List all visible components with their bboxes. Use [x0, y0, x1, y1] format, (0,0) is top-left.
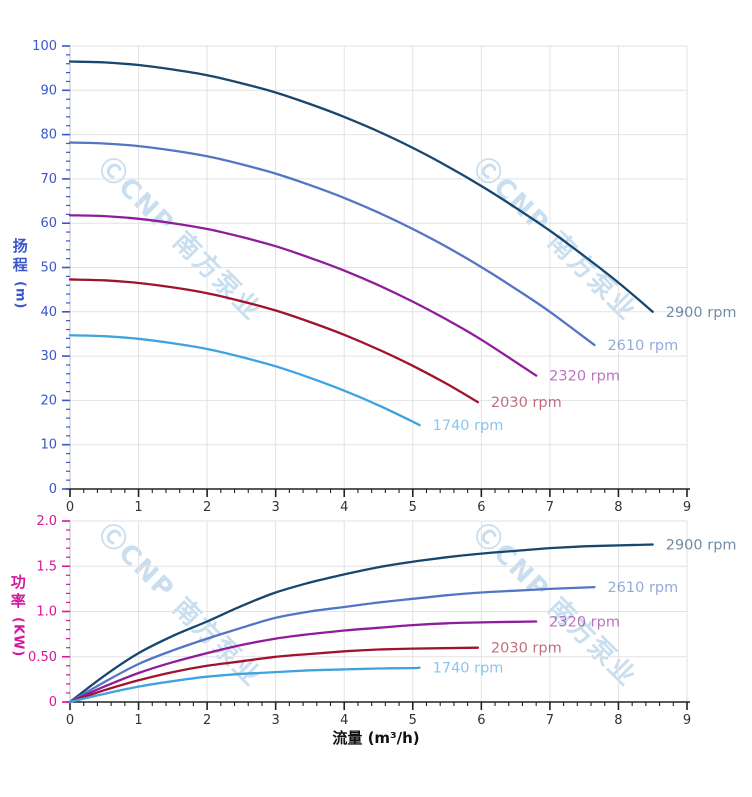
head-curve-2030rpm [68, 278, 480, 404]
x-tick-label: 6 [477, 500, 485, 515]
x-tick-label: 1 [134, 500, 142, 515]
curve-label-1740rpm: 1740 rpm [433, 418, 504, 434]
head-curve-2610rpm [68, 141, 596, 347]
power-curve-1740rpm [68, 666, 421, 704]
power-axis-title: 功率 (KW) [8, 574, 27, 657]
y-axis-ticks: 0 10 20 30 40 50 60 70 80 90 100 [32, 39, 70, 497]
power-axis-title-unit: (KW) [10, 617, 26, 658]
curve-label-2610rpm: 2610 rpm [607, 338, 678, 354]
x-tick-label: 5 [409, 713, 417, 728]
curve-label-2030rpm: 2030 rpm [491, 641, 562, 657]
y-tick-label: 50 [40, 261, 57, 276]
power-axis-title-cjk: 功率 [8, 574, 27, 612]
head-axis-title: 扬程 (m) [10, 238, 29, 309]
power-chart: 0 0.50 1.0 1.5 2.0 0 1 2 3 4 5 6 7 8 9 2900 rpm 2610 rpm… [28, 514, 736, 728]
power-curve-2320rpm [68, 620, 538, 704]
head-axis-title-cjk: 扬程 [10, 238, 29, 276]
y-tick-label: 40 [40, 305, 57, 320]
x-tick-label: 7 [546, 713, 554, 728]
x-tick-label: 3 [272, 713, 280, 728]
gridlines [69, 45, 688, 490]
x-tick-label: 5 [409, 500, 417, 515]
head-curve-1740rpm [68, 334, 421, 427]
y-tick-label: 80 [40, 128, 57, 143]
y-tick-label: 1.0 [36, 605, 57, 620]
x-tick-label: 2 [203, 713, 211, 728]
curve-label-2320rpm: 2320 rpm [549, 369, 620, 385]
curve-label-2030rpm: 2030 rpm [491, 395, 562, 411]
x-tick-label: 4 [340, 713, 348, 728]
curve-label-2900rpm: 2900 rpm [666, 538, 737, 554]
power-curve-2610rpm [68, 585, 596, 704]
flow-axis-title: 流量 (m³/h) [332, 729, 420, 747]
y-axis-ticks: 0 0.50 1.0 1.5 2.0 [28, 514, 70, 710]
y-tick-label: 0.50 [28, 650, 57, 665]
y-tick-label: 0 [49, 695, 57, 710]
power-curve-2900rpm [68, 543, 654, 704]
y-tick-label: 30 [40, 349, 57, 364]
curve-label-2900rpm: 2900 rpm [666, 305, 737, 321]
x-tick-label: 9 [683, 500, 691, 515]
power-curve-2030rpm [68, 646, 480, 704]
x-axis-ticks: 0 1 2 3 4 5 6 7 8 9 [66, 702, 691, 728]
x-tick-label: 2 [203, 500, 211, 515]
head-curve-2900rpm [68, 60, 654, 313]
x-tick-label: 7 [546, 500, 554, 515]
x-tick-label: 8 [614, 713, 622, 728]
x-tick-label: 6 [477, 713, 485, 728]
y-tick-label: 100 [32, 39, 57, 54]
x-tick-label: 8 [614, 500, 622, 515]
head-chart: 0 10 20 30 40 50 60 70 80 90 100 0 1 2 3 4 5 6 7 8 9 2900 rpm… [32, 39, 736, 515]
curve-label-2610rpm: 2610 rpm [607, 580, 678, 596]
y-tick-label: 60 [40, 216, 57, 231]
x-tick-label: 9 [683, 713, 691, 728]
y-tick-label: 2.0 [36, 514, 57, 529]
y-tick-label: 1.5 [36, 559, 57, 574]
curve-label-1740rpm: 1740 rpm [433, 661, 504, 677]
gridlines [69, 520, 688, 703]
y-tick-label: 0 [49, 482, 57, 497]
y-tick-label: 10 [40, 438, 57, 453]
x-tick-label: 1 [134, 713, 142, 728]
curve-label-2320rpm: 2320 rpm [549, 614, 620, 630]
y-tick-label: 20 [40, 393, 57, 408]
y-tick-label: 70 [40, 172, 57, 187]
head-axis-title-unit: (m) [12, 281, 28, 310]
x-axis-ticks: 0 1 2 3 4 5 6 7 8 9 [66, 489, 691, 515]
y-tick-label: 90 [40, 83, 57, 98]
x-tick-label: 3 [272, 500, 280, 515]
head-curve-2320rpm [68, 214, 538, 377]
x-tick-label: 0 [66, 500, 74, 515]
x-tick-label: 4 [340, 500, 348, 515]
x-tick-label: 0 [66, 713, 74, 728]
